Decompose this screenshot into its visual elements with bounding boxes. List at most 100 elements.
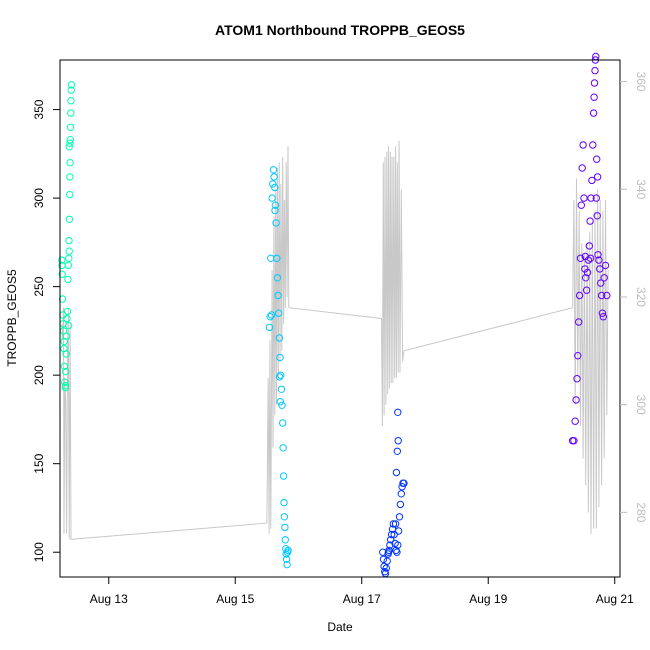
data-point bbox=[400, 479, 408, 487]
data-point bbox=[587, 194, 595, 202]
data-point bbox=[65, 247, 73, 255]
data-point bbox=[273, 254, 281, 262]
data-point bbox=[573, 375, 581, 383]
data-point bbox=[60, 362, 69, 370]
series-3 bbox=[379, 408, 408, 578]
data-point bbox=[66, 123, 75, 132]
data-point bbox=[394, 541, 402, 549]
data-point bbox=[65, 254, 73, 262]
data-point bbox=[593, 173, 602, 181]
data-point bbox=[583, 268, 592, 277]
data-point bbox=[271, 206, 279, 215]
data-point bbox=[387, 530, 396, 539]
data-point bbox=[393, 548, 401, 556]
data-point bbox=[283, 560, 291, 569]
data-point bbox=[601, 261, 610, 270]
y-tick-label: 100 bbox=[32, 542, 46, 562]
data-point bbox=[592, 194, 600, 202]
data-point bbox=[387, 536, 395, 544]
data-point bbox=[66, 173, 74, 181]
data-point bbox=[603, 291, 611, 300]
chart-title: ATOM1 Northbound TROPPB_GEOS5 bbox=[215, 22, 465, 38]
data-point bbox=[65, 236, 73, 245]
data-point bbox=[572, 396, 580, 404]
x-tick-label: Aug 17 bbox=[343, 592, 381, 606]
data-point bbox=[63, 307, 72, 316]
data-point bbox=[58, 261, 66, 270]
series-1 bbox=[58, 81, 76, 392]
data-point bbox=[571, 417, 579, 425]
data-point bbox=[276, 353, 284, 362]
data-point bbox=[284, 546, 292, 555]
y-axis-right: 280 300 320 340 360 bbox=[620, 72, 648, 523]
data-point bbox=[582, 286, 591, 294]
data-point bbox=[276, 398, 284, 406]
y-axis-left: 100 150 200 250 300 350 bbox=[32, 99, 60, 562]
data-point bbox=[595, 256, 603, 264]
series-4 bbox=[568, 52, 611, 445]
x-tick-label: Aug 21 bbox=[596, 592, 634, 606]
data-point bbox=[269, 180, 277, 188]
x-tick-label: Aug 13 bbox=[90, 592, 128, 606]
data-point bbox=[66, 159, 74, 167]
data-point bbox=[65, 143, 73, 151]
data-point bbox=[382, 564, 390, 572]
data-point bbox=[275, 334, 284, 342]
data-point bbox=[61, 382, 70, 390]
y2-tick-label: 340 bbox=[634, 179, 648, 199]
data-point bbox=[64, 321, 73, 330]
plot-frame bbox=[59, 59, 621, 578]
data-point bbox=[63, 314, 71, 323]
data-point bbox=[578, 164, 586, 172]
data-point bbox=[397, 490, 405, 498]
data-point bbox=[396, 500, 405, 509]
data-point bbox=[64, 261, 73, 270]
data-point bbox=[586, 254, 595, 262]
data-point bbox=[281, 523, 289, 532]
data-point bbox=[593, 212, 601, 220]
series-2 bbox=[265, 166, 292, 569]
data-point bbox=[599, 313, 607, 321]
data-point bbox=[589, 109, 598, 117]
data-point bbox=[579, 141, 587, 149]
data-point bbox=[593, 155, 601, 163]
trace-line bbox=[61, 140, 609, 540]
data-point bbox=[271, 201, 280, 209]
data-point bbox=[570, 437, 578, 445]
data-point bbox=[598, 309, 607, 317]
data-point bbox=[279, 419, 287, 427]
data-point bbox=[60, 337, 68, 346]
y2-tick-label: 320 bbox=[634, 287, 648, 307]
data-point bbox=[58, 295, 67, 303]
data-point bbox=[58, 256, 66, 264]
data-point bbox=[273, 274, 282, 282]
data-point bbox=[580, 194, 588, 202]
data-point bbox=[282, 545, 290, 553]
data-point bbox=[380, 562, 388, 571]
data-point bbox=[282, 550, 290, 558]
data-point bbox=[268, 194, 276, 202]
data-point bbox=[574, 352, 582, 360]
data-point bbox=[280, 513, 289, 521]
data-point bbox=[61, 378, 69, 386]
data-point bbox=[590, 93, 598, 101]
data-point bbox=[576, 254, 585, 262]
data-point bbox=[266, 313, 274, 321]
data-point bbox=[395, 513, 404, 521]
data-point bbox=[269, 166, 278, 174]
data-point bbox=[67, 81, 76, 89]
data-point bbox=[267, 254, 275, 262]
data-point bbox=[384, 548, 393, 556]
data-point bbox=[589, 141, 597, 149]
data-point bbox=[275, 373, 284, 381]
right-axis-trace bbox=[61, 140, 609, 540]
data-point bbox=[279, 444, 287, 452]
data-point bbox=[575, 291, 584, 300]
data-point bbox=[66, 136, 75, 144]
y-tick-label: 150 bbox=[32, 453, 46, 473]
data-point bbox=[588, 176, 596, 185]
y-tick-label: 250 bbox=[32, 276, 46, 296]
y-tick-label: 200 bbox=[32, 365, 46, 385]
y2-tick-label: 280 bbox=[634, 502, 648, 522]
